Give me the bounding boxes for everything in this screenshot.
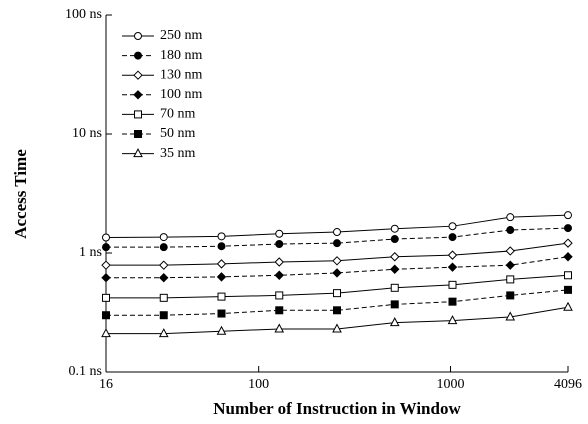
marker bbox=[332, 268, 342, 278]
marker bbox=[102, 311, 110, 320]
marker bbox=[159, 311, 168, 320]
marker bbox=[389, 317, 400, 327]
marker bbox=[506, 226, 515, 235]
legend-label: 250 nm bbox=[160, 28, 203, 43]
marker bbox=[564, 271, 572, 280]
marker bbox=[448, 297, 457, 306]
marker bbox=[564, 224, 572, 233]
marker bbox=[217, 292, 226, 301]
legend-label: 70 nm bbox=[160, 107, 196, 122]
legend-marker bbox=[134, 130, 142, 138]
marker bbox=[102, 293, 110, 302]
marker bbox=[505, 246, 515, 256]
marker bbox=[563, 301, 573, 311]
marker bbox=[159, 293, 168, 302]
marker bbox=[564, 211, 572, 220]
marker bbox=[275, 229, 284, 238]
x-axis-label: Number of Instruction in Window bbox=[213, 399, 461, 418]
legend-marker bbox=[133, 90, 143, 100]
y-tick-label: 1 ns bbox=[79, 245, 102, 260]
marker bbox=[505, 311, 516, 321]
marker bbox=[159, 233, 168, 242]
legend-label: 130 nm bbox=[160, 67, 203, 82]
legend-label: 50 nm bbox=[160, 126, 196, 141]
marker bbox=[333, 228, 341, 237]
marker bbox=[390, 224, 399, 233]
series-line bbox=[106, 289, 569, 316]
marker bbox=[447, 250, 458, 260]
legend-marker bbox=[133, 70, 143, 80]
series-line bbox=[106, 256, 569, 279]
legend-marker bbox=[133, 148, 143, 158]
series-line bbox=[106, 227, 569, 248]
marker bbox=[101, 272, 111, 283]
marker bbox=[506, 291, 515, 300]
marker bbox=[333, 289, 341, 298]
marker bbox=[505, 260, 515, 270]
marker bbox=[102, 243, 110, 252]
marker bbox=[448, 280, 457, 289]
marker bbox=[274, 270, 284, 280]
marker bbox=[448, 222, 457, 231]
marker bbox=[216, 325, 227, 335]
marker bbox=[216, 259, 227, 269]
marker bbox=[333, 239, 341, 248]
x-tick-label: 4096 bbox=[554, 377, 582, 392]
y-tick-label: 100 ns bbox=[65, 7, 102, 22]
marker bbox=[101, 328, 111, 338]
marker bbox=[333, 306, 341, 315]
marker bbox=[159, 272, 169, 283]
marker bbox=[217, 232, 226, 241]
marker bbox=[217, 242, 226, 251]
marker bbox=[159, 260, 169, 270]
marker bbox=[275, 240, 284, 249]
marker bbox=[332, 323, 342, 333]
legend-label: 35 nm bbox=[160, 146, 196, 161]
legend-marker bbox=[134, 51, 142, 60]
x-tick-label: 1000 bbox=[437, 377, 465, 392]
marker bbox=[390, 283, 399, 292]
marker bbox=[390, 252, 400, 262]
legend-marker bbox=[134, 32, 142, 40]
marker bbox=[101, 260, 111, 270]
marker bbox=[216, 272, 227, 282]
marker bbox=[332, 256, 342, 266]
marker bbox=[447, 262, 458, 272]
marker bbox=[159, 243, 168, 252]
marker bbox=[390, 300, 399, 309]
marker bbox=[390, 235, 399, 244]
marker bbox=[217, 309, 226, 318]
marker bbox=[158, 328, 169, 338]
x-tick-label: 100 bbox=[248, 377, 269, 392]
marker bbox=[275, 306, 284, 315]
marker bbox=[274, 323, 285, 333]
legend-label: 180 nm bbox=[160, 48, 203, 63]
marker bbox=[390, 264, 400, 274]
marker bbox=[102, 233, 110, 242]
y-tick-label: 10 ns bbox=[72, 126, 102, 141]
marker bbox=[447, 315, 458, 325]
marker bbox=[506, 275, 515, 284]
legend-marker bbox=[134, 110, 142, 119]
legend-label: 100 nm bbox=[160, 87, 203, 102]
y-tick-label: 0.1 ns bbox=[69, 364, 102, 379]
marker bbox=[275, 291, 284, 300]
marker bbox=[564, 285, 572, 294]
y-axis-label: Access Time bbox=[11, 149, 30, 239]
marker bbox=[563, 238, 573, 248]
marker bbox=[563, 252, 573, 262]
x-tick-label: 16 bbox=[99, 377, 113, 392]
marker bbox=[274, 257, 284, 267]
marker bbox=[506, 213, 515, 222]
marker bbox=[448, 233, 457, 242]
